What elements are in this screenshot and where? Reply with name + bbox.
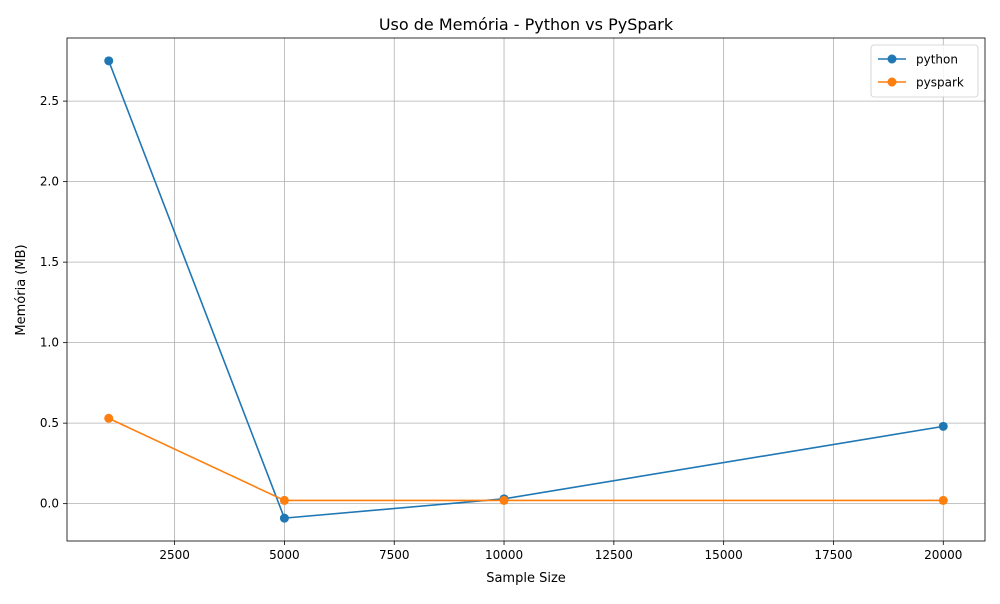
- legend: python pyspark: [870, 44, 979, 98]
- series-lines: [104, 56, 948, 523]
- axis-ticks: 2500 5000 7500 10000 12500 15000 17500 20000 0.0…: [40, 94, 962, 562]
- plot-frame: [66, 37, 986, 542]
- x-tick-label: 5000: [269, 548, 300, 562]
- y-tick-label: 2.5: [40, 94, 59, 108]
- data-point-python: [938, 421, 948, 431]
- data-point-pyspark: [499, 495, 509, 505]
- x-tick-label: 10000: [485, 548, 523, 562]
- series-line-python: [107, 60, 944, 519]
- x-tick-label: 7500: [379, 548, 410, 562]
- y-axis-label: Memória (MB): [14, 244, 29, 335]
- x-tick-label: 2500: [159, 548, 190, 562]
- y-tick-label: 2.0: [40, 175, 59, 189]
- plot-area: [67, 38, 985, 541]
- legend-swatch-marker: [887, 54, 897, 64]
- data-point-python: [279, 513, 289, 523]
- legend-label: python: [916, 53, 958, 67]
- legend-swatch-marker: [887, 77, 897, 87]
- series-line-pyspark: [108, 417, 944, 502]
- data-point-python: [104, 56, 114, 66]
- legend-box: [870, 44, 979, 98]
- gridlines: [67, 38, 985, 541]
- y-tick-label: 1.0: [40, 336, 59, 350]
- x-tick-label: 12500: [595, 548, 633, 562]
- legend-label: pyspark: [916, 76, 964, 90]
- y-tick-label: 0.5: [40, 416, 59, 430]
- x-axis-label: Sample Size: [486, 571, 566, 586]
- x-tick-label: 20000: [924, 548, 962, 562]
- y-tick-label: 0.0: [40, 497, 59, 511]
- data-point-pyspark: [938, 495, 948, 505]
- y-tick-label: 1.5: [40, 255, 59, 269]
- x-tick-label: 15000: [705, 548, 743, 562]
- chart-title: Uso de Memória - Python vs PySpark: [379, 15, 674, 34]
- x-tick-label: 17500: [814, 548, 852, 562]
- data-point-pyspark: [279, 495, 289, 505]
- data-point-pyspark: [104, 413, 114, 423]
